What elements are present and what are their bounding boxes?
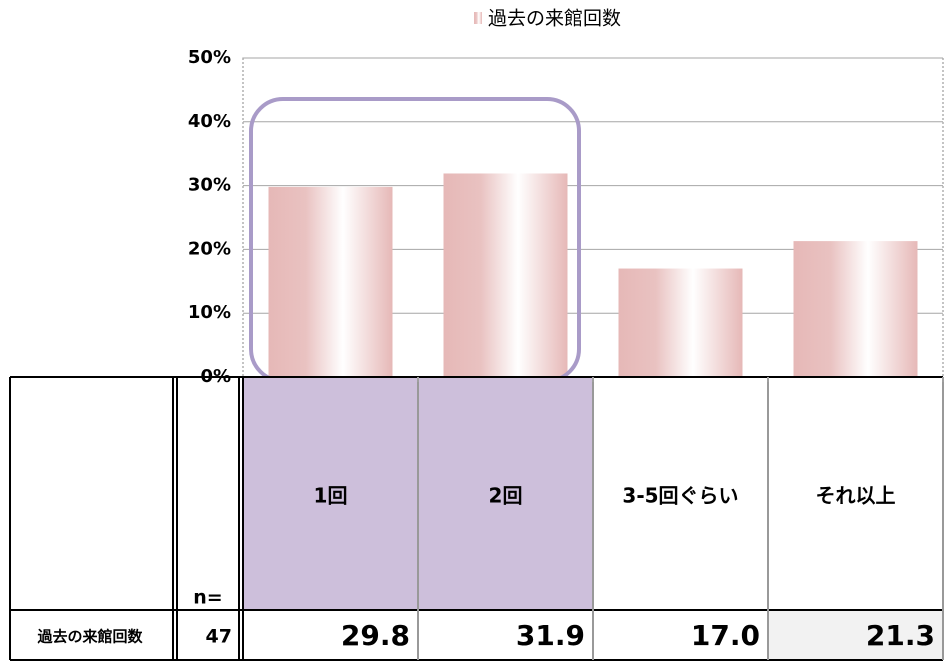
y-tick-label: 0%	[200, 366, 231, 387]
value-label: 29.8	[341, 619, 410, 652]
y-tick-label: 50%	[188, 47, 231, 68]
category-label: それ以上	[816, 484, 896, 508]
bar	[268, 186, 393, 377]
legend-swatch	[474, 12, 482, 24]
n-value: 47	[206, 626, 232, 648]
y-tick-label: 40%	[188, 111, 231, 132]
bar	[618, 268, 743, 377]
legend-label: 過去の来館回数	[488, 8, 621, 30]
bar	[793, 241, 918, 377]
value-label: 17.0	[691, 619, 760, 652]
y-tick-label: 30%	[188, 175, 231, 196]
category-label: 1回	[314, 484, 348, 508]
y-tick-label: 20%	[188, 238, 231, 259]
bar	[443, 173, 568, 377]
category-label: 3-5回ぐらい	[622, 484, 738, 508]
category-label: 2回	[489, 484, 523, 508]
y-tick-label: 10%	[188, 302, 231, 323]
gray-cell	[768, 610, 943, 660]
value-label: 21.3	[866, 619, 935, 652]
value-label: 31.9	[516, 619, 585, 652]
table-lines	[9, 376, 944, 661]
n-header: n=	[193, 587, 222, 609]
row-label: 過去の来館回数	[36, 628, 143, 646]
